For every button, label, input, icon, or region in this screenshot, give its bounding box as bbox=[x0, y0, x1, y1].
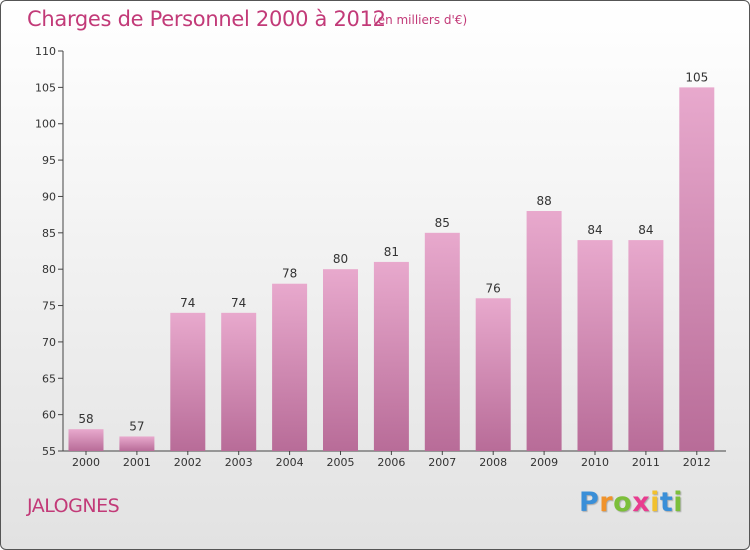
bar bbox=[323, 269, 358, 451]
proxiti-logo: Proxiti bbox=[579, 487, 683, 518]
bar bbox=[628, 240, 664, 451]
bar bbox=[170, 312, 206, 451]
y-tick-label: 80 bbox=[42, 263, 56, 276]
logo-letter: x bbox=[632, 487, 651, 518]
data-label: 81 bbox=[384, 245, 399, 259]
logo-letter: t bbox=[659, 487, 674, 518]
y-tick-label: 65 bbox=[42, 372, 56, 385]
logo-letter: r bbox=[599, 487, 614, 518]
bar bbox=[577, 240, 613, 451]
y-tick-label: 100 bbox=[35, 118, 56, 131]
x-tick-label: 2001 bbox=[123, 456, 151, 469]
data-label: 88 bbox=[536, 194, 551, 208]
data-label: 76 bbox=[486, 281, 501, 295]
y-tick-label: 55 bbox=[42, 445, 56, 458]
bar bbox=[272, 283, 308, 451]
y-tick-label: 75 bbox=[42, 300, 56, 313]
x-tick-label: 2008 bbox=[479, 456, 507, 469]
data-label: 78 bbox=[282, 267, 297, 281]
bar bbox=[68, 429, 104, 451]
x-tick-label: 2000 bbox=[72, 456, 100, 469]
x-tick-label: 2002 bbox=[174, 456, 202, 469]
y-tick-label: 85 bbox=[42, 227, 56, 240]
data-label: 58 bbox=[78, 412, 93, 426]
chart-subtitle: (en milliers d'€) bbox=[373, 13, 468, 27]
bar bbox=[119, 436, 155, 451]
y-tick-label: 60 bbox=[42, 409, 56, 422]
x-tick-label: 2006 bbox=[377, 456, 405, 469]
bar bbox=[475, 298, 511, 451]
x-tick-label: 2007 bbox=[428, 456, 456, 469]
x-tick-label: 2004 bbox=[276, 456, 304, 469]
bar bbox=[679, 87, 715, 451]
data-label: 105 bbox=[685, 70, 708, 84]
bar bbox=[526, 211, 562, 451]
x-tick-label: 2005 bbox=[327, 456, 355, 469]
y-tick-label: 90 bbox=[42, 190, 56, 203]
y-tick-label: 105 bbox=[35, 81, 56, 94]
x-tick-label: 2003 bbox=[225, 456, 253, 469]
logo-letter: o bbox=[613, 487, 633, 518]
y-tick-label: 95 bbox=[42, 154, 56, 167]
data-label: 57 bbox=[129, 419, 144, 433]
bar bbox=[373, 261, 409, 451]
x-tick-label: 2012 bbox=[683, 456, 711, 469]
data-label: 74 bbox=[180, 296, 195, 310]
logo-letter: i bbox=[650, 487, 660, 518]
data-label: 84 bbox=[638, 223, 653, 237]
logo-letter: P bbox=[579, 487, 600, 518]
data-label: 84 bbox=[587, 223, 602, 237]
y-tick-label: 70 bbox=[42, 336, 56, 349]
bar bbox=[221, 312, 257, 451]
x-tick-label: 2011 bbox=[632, 456, 660, 469]
data-label: 85 bbox=[435, 216, 450, 230]
chart-title: Charges de Personnel 2000 à 2012 bbox=[27, 7, 386, 31]
logo-letter: i bbox=[673, 487, 684, 518]
bar bbox=[424, 232, 460, 451]
x-tick-label: 2009 bbox=[530, 456, 558, 469]
x-tick-label: 2010 bbox=[581, 456, 609, 469]
y-tick-label: 110 bbox=[35, 45, 56, 58]
data-label: 74 bbox=[231, 296, 246, 310]
data-label: 80 bbox=[333, 252, 348, 266]
place-name: JALOGNES bbox=[27, 495, 120, 517]
